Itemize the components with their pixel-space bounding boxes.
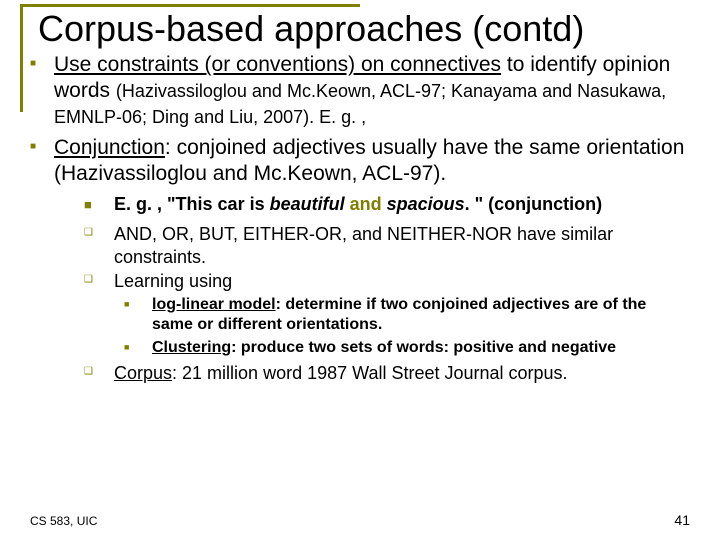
square-bullet-icon: ■ — [30, 52, 54, 129]
square-bullet-icon: ■ — [30, 135, 54, 186]
plain-text: : 21 million word 1987 Wall Street Journ… — [172, 363, 568, 383]
bullet-text: Conjunction: conjoined adjectives usuall… — [54, 135, 690, 186]
plain-text: . " (conjunction) — [465, 194, 603, 214]
bullet-text: Corpus: 21 million word 1987 Wall Street… — [114, 362, 568, 385]
bullet-text: log-linear model: determine if two conjo… — [152, 295, 690, 335]
slide-title: Corpus-based approaches (contd) — [38, 8, 720, 50]
underlined-text: log-linear model — [152, 296, 276, 313]
underlined-text: Use constraints (or conventions) on conn… — [54, 53, 501, 76]
bullet-level2: ❑ Corpus: 21 million word 1987 Wall Stre… — [84, 362, 690, 385]
bullet-level2: ■ E. g. , "This car is beautiful and spa… — [84, 193, 690, 216]
open-square-bullet-icon: ❑ — [84, 223, 114, 268]
level2-group: ■ E. g. , "This car is beautiful and spa… — [30, 193, 690, 385]
square-bullet-icon: ■ — [124, 295, 152, 335]
underlined-text: Clustering — [152, 339, 231, 356]
square-bullet-icon: ■ — [84, 193, 114, 216]
underlined-text: Corpus — [114, 363, 172, 383]
plain-text: E. g. , "This car is — [114, 194, 270, 214]
open-square-bullet-icon: ❑ — [84, 270, 114, 293]
bullet-level2: ❑ AND, OR, BUT, EITHER-OR, and NEITHER-N… — [84, 223, 690, 268]
title-region: Corpus-based approaches (contd) — [0, 0, 720, 50]
bullet-level1: ■ Use constraints (or conventions) on co… — [30, 52, 690, 129]
slide-number: 41 — [674, 512, 690, 528]
bullet-text: E. g. , "This car is beautiful and spaci… — [114, 193, 602, 216]
open-square-bullet-icon: ❑ — [84, 362, 114, 385]
footer-course: CS 583, UIC — [30, 514, 97, 528]
italic-text: spacious — [382, 194, 465, 214]
bullet-level1: ■ Conjunction: conjoined adjectives usua… — [30, 135, 690, 186]
bullet-text: AND, OR, BUT, EITHER-OR, and NEITHER-NOR… — [114, 223, 690, 268]
italic-text: beautiful — [270, 194, 350, 214]
citation-text: (Hazivassiloglou and Mc.Keown, ACL-97; K… — [54, 81, 666, 127]
plain-text: : produce two sets of words: positive an… — [231, 339, 616, 356]
bullet-text: Learning using — [114, 270, 232, 293]
bullet-text: Clustering: produce two sets of words: p… — [152, 338, 616, 358]
accent-text: and — [350, 194, 382, 214]
bullet-level3: ■ Clustering: produce two sets of words:… — [124, 338, 690, 358]
bullet-text: Use constraints (or conventions) on conn… — [54, 52, 690, 129]
underlined-text: Conjunction — [54, 136, 165, 159]
title-rule-h — [20, 4, 360, 7]
bullet-level3: ■ log-linear model: determine if two con… — [124, 295, 690, 335]
slide-body: ■ Use constraints (or conventions) on co… — [0, 50, 720, 384]
level3-group: ■ log-linear model: determine if two con… — [84, 295, 690, 358]
title-rule-v — [20, 4, 23, 112]
bullet-level2: ❑ Learning using — [84, 270, 690, 293]
square-bullet-icon: ■ — [124, 338, 152, 358]
